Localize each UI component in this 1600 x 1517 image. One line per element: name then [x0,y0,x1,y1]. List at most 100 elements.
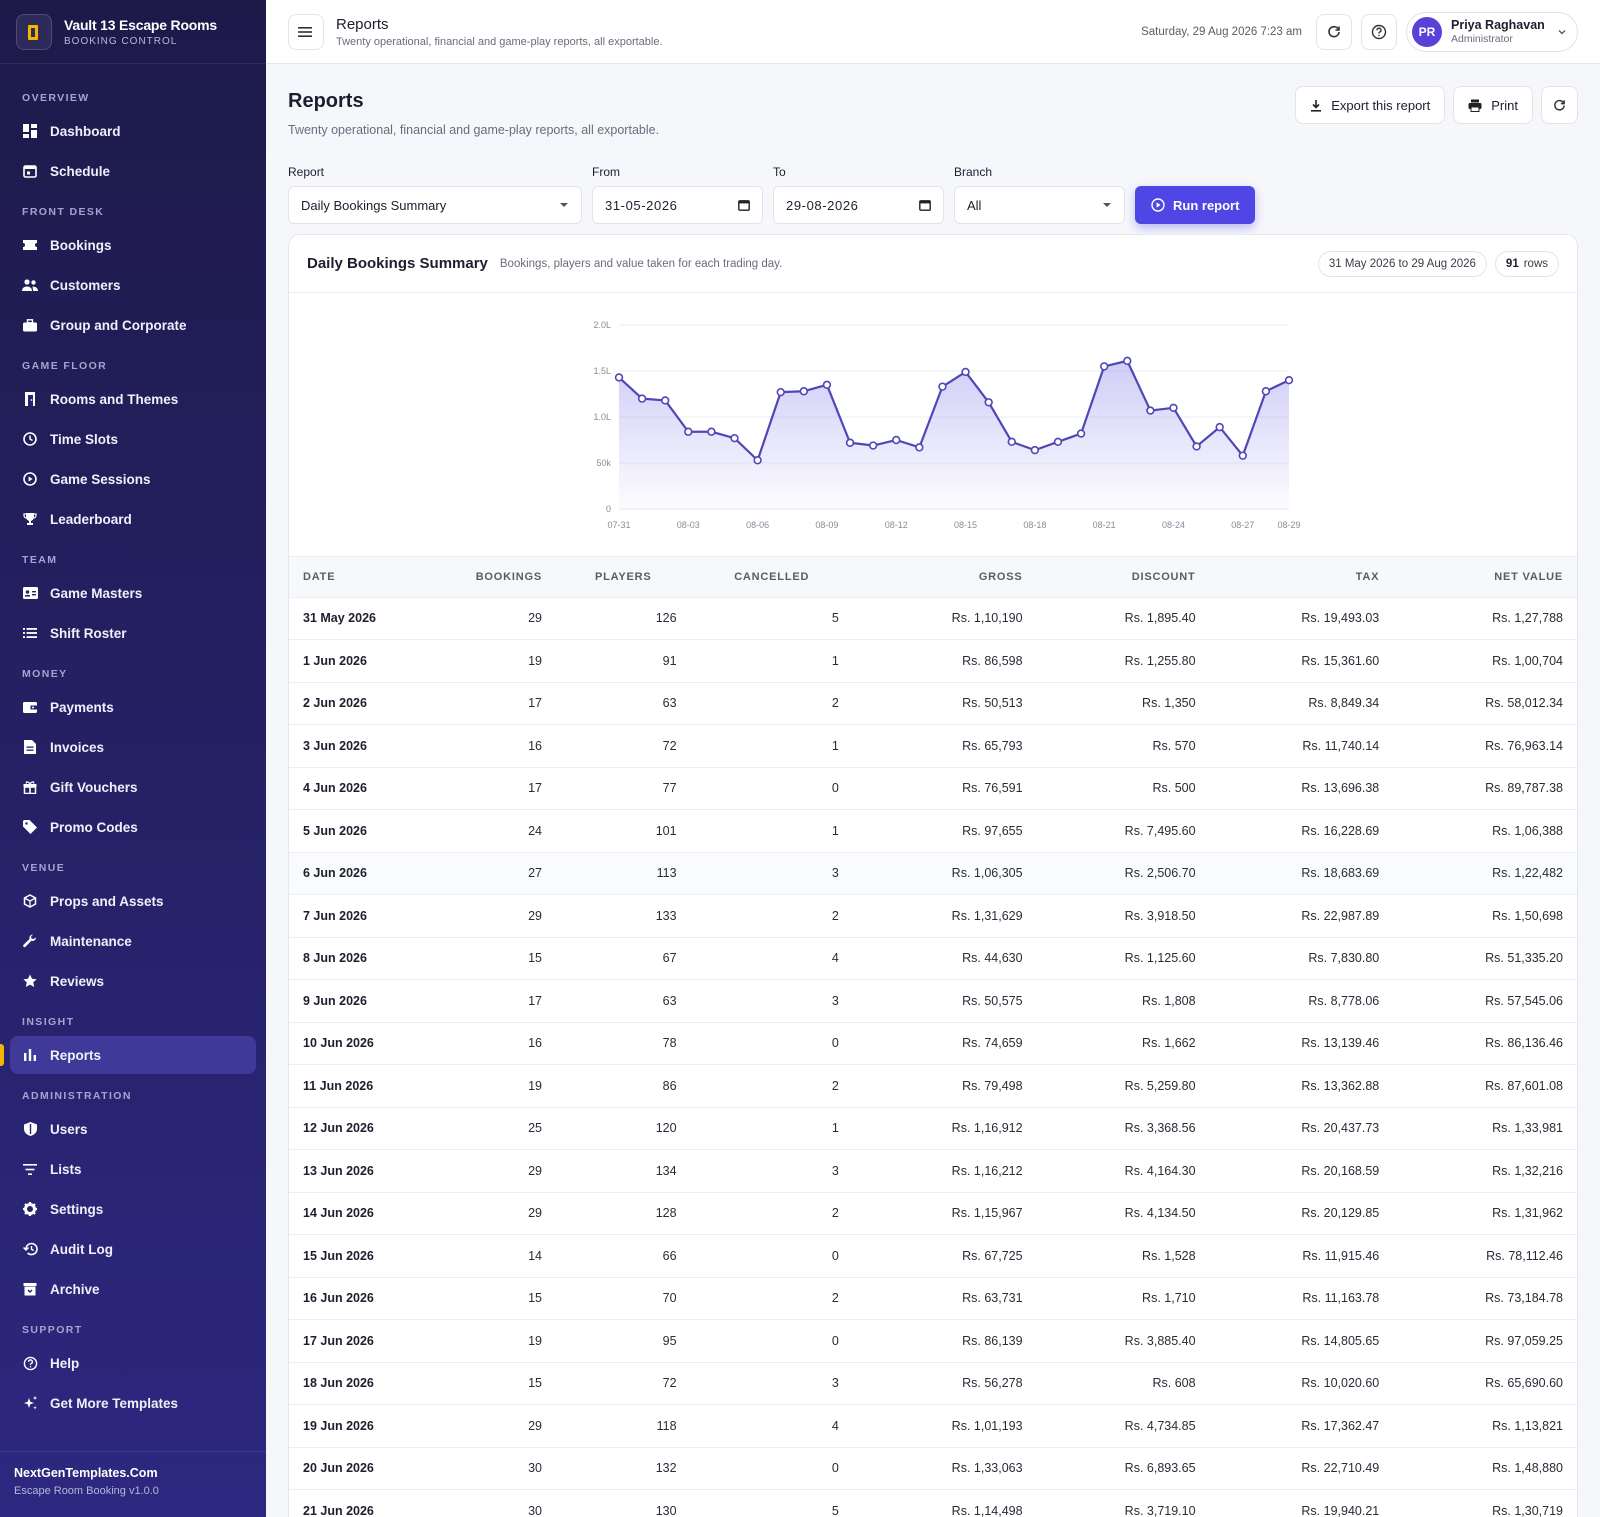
column-header-players[interactable]: PLAYERS [555,557,691,598]
sidebar-item-lists[interactable]: Lists [10,1150,256,1188]
sidebar-item-payments[interactable]: Payments [10,688,256,726]
sidebar-item-archive[interactable]: Archive [10,1270,256,1308]
export-button[interactable]: Export this report [1295,86,1446,124]
table-row[interactable]: 21 Jun 2026 30 130 5 Rs. 1,14,498 Rs. 3,719.1… [289,1489,1577,1517]
sidebar-item-group-and-corporate[interactable]: Group and Corporate [10,306,256,344]
sidebar-item-promo-codes[interactable]: Promo Codes [10,808,256,846]
print-button[interactable]: Print [1453,86,1533,124]
sidebar-item-users[interactable]: Users [10,1110,256,1148]
cell-tax: Rs. 10,020.60 [1209,1362,1394,1405]
sidebar-item-get-more-templates[interactable]: Get More Templates [10,1384,256,1422]
cell-gross: Rs. 1,14,498 [852,1489,1037,1517]
table-row[interactable]: 12 Jun 2026 25 120 1 Rs. 1,16,912 Rs. 3,368.5… [289,1107,1577,1150]
cell-discount: Rs. 5,259.80 [1036,1064,1210,1108]
sidebar-item-game-sessions[interactable]: Game Sessions [10,460,256,498]
help-button[interactable] [1361,13,1397,50]
cell-players: 126 [555,597,691,640]
table-row[interactable]: 15 Jun 2026 14 66 0 Rs. 67,725 Rs. 1,528 Rs. 1… [289,1234,1577,1278]
data-point [753,456,762,465]
column-header-gross[interactable]: GROSS [852,557,1037,598]
table-row[interactable]: 2 Jun 2026 17 63 2 Rs. 50,513 Rs. 1,350 Rs. 8,… [289,682,1577,725]
reload-report-button[interactable] [1541,86,1578,124]
sidebar-item-leaderboard[interactable]: Leaderboard [10,500,256,538]
column-header-date[interactable]: DATE [289,557,450,598]
cell-net-value: Rs. 89,787.38 [1393,767,1577,810]
cell-tax: Rs. 11,915.46 [1209,1234,1394,1278]
footer-title[interactable]: NextGenTemplates.Com [14,1466,158,1480]
column-header-cancelled[interactable]: CANCELLED [690,557,853,598]
table-row[interactable]: 13 Jun 2026 29 134 3 Rs. 1,16,212 Rs. 4,164.3… [289,1149,1577,1193]
sidebar-item-customers[interactable]: Customers [10,266,256,304]
sidebar-item-reviews[interactable]: Reviews [10,962,256,1000]
sidebar-item-label: Get More Templates [50,1395,179,1411]
menu-toggle-button[interactable] [288,13,324,50]
cell-players: 128 [555,1192,691,1235]
sidebar-item-dashboard[interactable]: Dashboard [10,112,256,150]
sidebar-item-label: Group and Corporate [50,317,187,333]
area-fill [619,360,1289,509]
table-row[interactable]: 16 Jun 2026 15 70 2 Rs. 63,731 Rs. 1,710 Rs. 1… [289,1277,1577,1320]
sidebar-item-audit-log[interactable]: Audit Log [10,1230,256,1268]
sidebar-item-bookings[interactable]: Bookings [10,226,256,264]
table-row[interactable]: 20 Jun 2026 30 132 0 Rs. 1,33,063 Rs. 6,893.6… [289,1447,1577,1490]
run-report-button[interactable]: Run report [1135,186,1256,224]
branch-select[interactable]: All [954,186,1125,224]
cell-gross: Rs. 1,16,212 [852,1149,1037,1193]
nav-section-title: OVERVIEW [22,92,90,104]
calendar-icon [22,163,38,179]
table-row[interactable]: 18 Jun 2026 15 72 3 Rs. 56,278 Rs. 608 Rs. 10,… [289,1362,1577,1405]
sidebar-item-label: Schedule [50,163,111,179]
cell-bookings: 24 [449,809,556,853]
cell-discount: Rs. 608 [1036,1362,1210,1405]
table-row[interactable]: 3 Jun 2026 16 72 1 Rs. 65,793 Rs. 570 Rs. 11,7… [289,724,1577,768]
sidebar-item-game-masters[interactable]: Game Masters [10,574,256,612]
cell-tax: Rs. 17,362.47 [1209,1404,1394,1448]
sidebar-item-help[interactable]: Help [10,1344,256,1382]
table-row[interactable]: 5 Jun 2026 24 101 1 Rs. 97,655 Rs. 7,495.60 Rs… [289,809,1577,853]
brand[interactable]: Vault 13 Escape Rooms BOOKING CONTROL [0,0,266,64]
refresh-button[interactable] [1316,13,1352,50]
table-row[interactable]: 6 Jun 2026 27 113 3 Rs. 1,06,305 Rs. 2,506.70… [289,852,1577,895]
sidebar-item-rooms-and-themes[interactable]: Rooms and Themes [10,380,256,418]
cell-date: 2 Jun 2026 [289,682,450,725]
sidebar-item-invoices[interactable]: Invoices [10,728,256,766]
filter-list-icon [22,1161,38,1177]
sidebar-item-props-and-assets[interactable]: Props and Assets [10,882,256,920]
to-date-input[interactable]: 29-08-2026 [773,186,944,224]
column-header-tax[interactable]: TAX [1209,557,1394,598]
user-menu[interactable]: PR Priya Raghavan Administrator [1406,11,1578,52]
data-point [730,433,739,443]
sidebar-item-shift-roster[interactable]: Shift Roster [10,614,256,652]
table-row[interactable]: 9 Jun 2026 17 63 3 Rs. 50,575 Rs. 1,808 Rs. 8,… [289,979,1577,1023]
table-row[interactable]: 19 Jun 2026 29 118 4 Rs. 1,01,193 Rs. 4,734.8… [289,1404,1577,1448]
from-date-input[interactable]: 31-05-2026 [592,186,763,224]
sidebar-item-reports[interactable]: Reports [0,1036,256,1074]
report-select[interactable]: Daily Bookings Summary [288,186,582,224]
sidebar-item-time-slots[interactable]: Time Slots [10,420,256,458]
sidebar-item-maintenance[interactable]: Maintenance [10,922,256,960]
sidebar-item-schedule[interactable]: Schedule [10,152,256,190]
sidebar-item-gift-vouchers[interactable]: Gift Vouchers [10,768,256,806]
data-point [1030,445,1040,455]
table-row[interactable]: 4 Jun 2026 17 77 0 Rs. 76,591 Rs. 500 Rs. 13,6… [289,767,1577,810]
sidebar-item-settings[interactable]: Settings [10,1190,256,1228]
calendar-icon [738,199,750,211]
column-header-net-value[interactable]: NET VALUE [1393,557,1577,598]
column-header-bookings[interactable]: BOOKINGS [449,557,556,598]
table-row[interactable]: 14 Jun 2026 29 128 2 Rs. 1,15,967 Rs. 4,134.5… [289,1192,1577,1235]
table-row[interactable]: 11 Jun 2026 19 86 2 Rs. 79,498 Rs. 5,259.80 Rs… [289,1064,1577,1108]
sidebar-item-label: Dashboard [50,123,121,139]
table-row[interactable]: 7 Jun 2026 29 133 2 Rs. 1,31,629 Rs. 3,918.50… [289,894,1577,938]
ticket-icon [22,237,38,253]
sidebar-item-label: Archive [50,1281,100,1297]
table-row[interactable]: 31 May 2026 29 126 5 Rs. 1,10,190 Rs. 1,895.4… [289,597,1577,640]
cell-tax: Rs. 22,710.49 [1209,1447,1394,1490]
column-header-discount[interactable]: DISCOUNT [1036,557,1210,598]
table-row[interactable]: 17 Jun 2026 19 95 0 Rs. 86,139 Rs. 3,885.40 Rs… [289,1319,1577,1363]
table-row[interactable]: 10 Jun 2026 16 78 0 Rs. 74,659 Rs. 1,662 Rs. 1… [289,1022,1577,1065]
cell-bookings: 17 [449,979,556,1023]
cell-cancelled: 1 [690,1107,853,1150]
table-row[interactable]: 8 Jun 2026 15 67 4 Rs. 44,630 Rs. 1,125.60 Rs.… [289,937,1577,980]
table-row[interactable]: 1 Jun 2026 19 91 1 Rs. 86,598 Rs. 1,255.80 Rs.… [289,639,1577,683]
sidebar-item-label: Lists [50,1161,82,1177]
